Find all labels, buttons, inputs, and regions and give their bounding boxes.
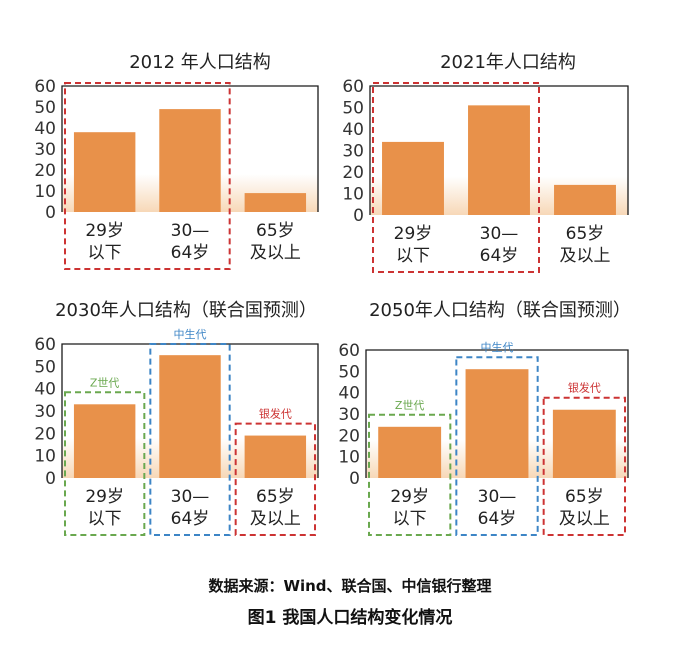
bar-2 (468, 105, 530, 215)
category-label: 30— 64岁 (171, 221, 210, 263)
category-label: 65岁及以上 (559, 487, 610, 529)
y-tick-label: 60 (342, 77, 364, 97)
chart-title: 2050年人口结构（联合国预测） (369, 300, 631, 321)
group-label-red: 银发代 (259, 407, 292, 421)
y-tick-label: 40 (34, 119, 56, 139)
y-tick-label: 30 (338, 405, 360, 425)
y-tick-label: 0 (349, 469, 360, 489)
category-label: 29岁以下 (85, 221, 124, 263)
y-tick-label: 10 (34, 447, 56, 467)
group-box-red (542, 396, 627, 536)
category-label: 29岁以下 (390, 487, 429, 529)
y-tick-label: 20 (338, 426, 360, 446)
figure-title: 图1 我国人口结构变化情况 (247, 608, 453, 628)
y-tick-label: 30 (34, 402, 56, 422)
group-box-red (64, 82, 231, 270)
y-tick-label: 40 (342, 120, 364, 140)
y-tick-label: 40 (34, 380, 56, 400)
bar-1 (73, 132, 136, 212)
group-box-green (368, 413, 452, 536)
y-tick-label: 20 (34, 161, 56, 181)
data-source-note: 数据来源：Wind、联合国、中信银行整理 (208, 577, 492, 595)
bar-3 (552, 409, 616, 478)
bar-2 (465, 369, 529, 478)
chart-title: 2021年人口结构 (440, 52, 576, 73)
group-box-blue (149, 343, 231, 536)
bar-3 (244, 193, 307, 212)
category-label: 65岁及以上 (560, 224, 611, 266)
bar-1 (73, 404, 136, 478)
bar-3 (554, 184, 616, 215)
plot-frame (369, 85, 629, 215)
category-label: 29岁以下 (394, 224, 433, 266)
category-label: 65岁及以上 (250, 487, 301, 529)
y-tick-label: 60 (34, 335, 56, 355)
category-label: 30— 64岁 (480, 224, 519, 266)
y-tick-label: 50 (338, 362, 360, 382)
chart-title: 2012 年人口结构 (129, 52, 271, 73)
chart-title: 2030年人口结构（联合国预测） (55, 300, 317, 321)
group-box-blue (455, 356, 539, 537)
y-tick-label: 60 (34, 77, 56, 97)
y-tick-label: 30 (34, 140, 56, 160)
category-label: 29岁以下 (85, 487, 124, 529)
bar-1 (382, 141, 444, 215)
y-tick-label: 50 (34, 357, 56, 377)
y-tick-label: 40 (338, 384, 360, 404)
group-label-blue: 中生代 (174, 327, 207, 341)
y-tick-label: 20 (342, 163, 364, 183)
group-box-red (372, 82, 540, 273)
y-tick-label: 50 (342, 99, 364, 119)
group-label-red: 银发代 (568, 381, 601, 395)
y-tick-label: 50 (34, 98, 56, 118)
y-tick-label: 0 (45, 203, 56, 223)
category-label: 30— 64岁 (171, 487, 210, 529)
y-tick-label: 10 (338, 448, 360, 468)
y-tick-label: 10 (342, 185, 364, 205)
bar-2 (159, 109, 221, 212)
plot-frame (365, 349, 629, 478)
y-tick-label: 60 (338, 341, 360, 361)
group-label-green: Z世代 (90, 376, 120, 389)
bar-2 (159, 355, 221, 478)
category-label: 30— 64岁 (478, 487, 517, 529)
bar-3 (244, 435, 307, 478)
plot-frame (61, 343, 319, 478)
y-tick-label: 10 (34, 182, 56, 202)
group-label-green: Z世代 (395, 399, 425, 412)
group-box-red (234, 422, 317, 537)
group-label-blue: 中生代 (481, 340, 514, 354)
y-tick-label: 20 (34, 424, 56, 444)
category-label: 65岁及以上 (250, 221, 301, 263)
group-box-green (64, 391, 146, 536)
y-tick-label: 0 (45, 469, 56, 489)
bar-1 (378, 426, 442, 478)
y-tick-label: 30 (342, 142, 364, 162)
plot-frame (61, 85, 319, 212)
y-tick-label: 0 (353, 206, 364, 226)
